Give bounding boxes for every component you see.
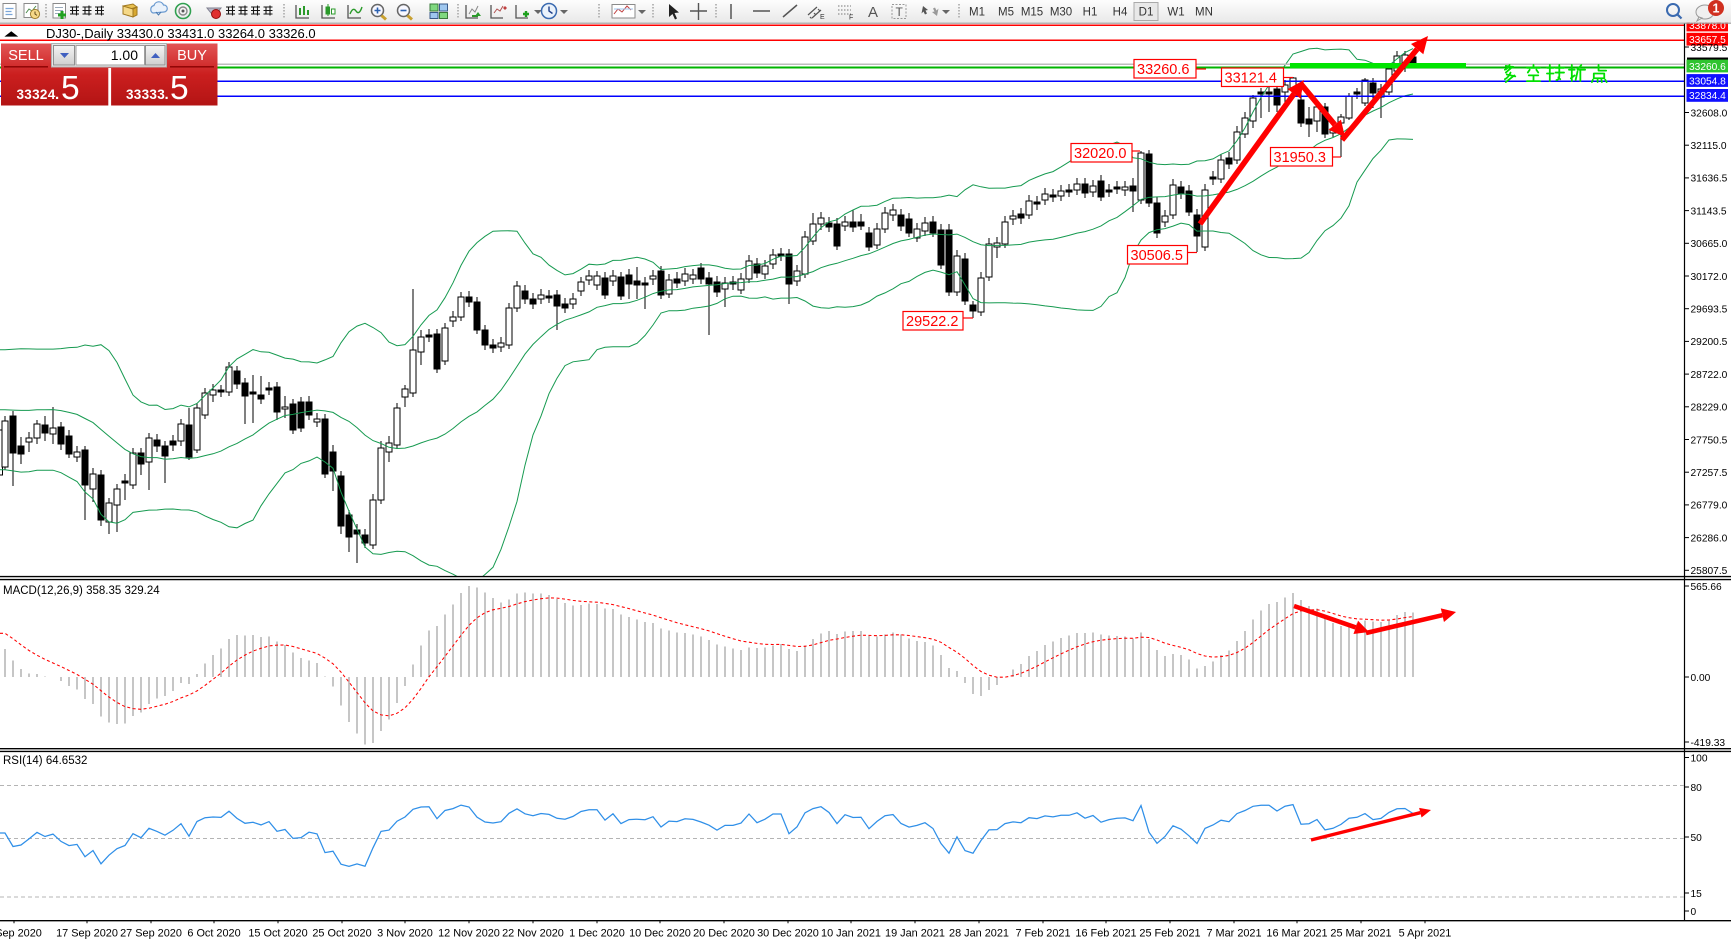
svg-text:32020.0: 32020.0 (1074, 146, 1126, 162)
svg-text:5: 5 (61, 70, 80, 107)
svg-text:A: A (868, 4, 878, 21)
svg-text:10 Dec 2020: 10 Dec 2020 (629, 928, 691, 940)
svg-text:25 Mar 2021: 25 Mar 2021 (1330, 928, 1391, 940)
svg-text:29693.5: 29693.5 (1691, 305, 1728, 316)
svg-text:1.00: 1.00 (111, 47, 138, 63)
svg-text:15 Oct 2020: 15 Oct 2020 (248, 928, 307, 940)
svg-text:29522.2: 29522.2 (906, 314, 958, 330)
svg-text:32115.0: 32115.0 (1691, 141, 1727, 152)
svg-text:30172.0: 30172.0 (1691, 272, 1728, 283)
svg-text:T: T (896, 5, 904, 19)
svg-text:31143.5: 31143.5 (1691, 206, 1727, 217)
svg-text:-419.33: -419.33 (1691, 738, 1726, 749)
svg-text:7 Mar 2021: 7 Mar 2021 (1206, 928, 1261, 940)
svg-text:8 Sep 2020: 8 Sep 2020 (0, 928, 42, 940)
svg-text:50: 50 (1691, 833, 1703, 844)
svg-text:33054.8: 33054.8 (1689, 76, 1726, 87)
svg-text:1 Dec 2020: 1 Dec 2020 (569, 928, 625, 940)
svg-text:30 Dec 2020: 30 Dec 2020 (757, 928, 819, 940)
svg-text:MN: MN (1195, 7, 1213, 19)
svg-text:3 Nov 2020: 3 Nov 2020 (377, 928, 433, 940)
svg-text:F: F (849, 15, 853, 22)
svg-text:33579.5: 33579.5 (1691, 43, 1728, 54)
svg-text:16 Mar 2021: 16 Mar 2021 (1266, 928, 1327, 940)
svg-text:30506.5: 30506.5 (1131, 248, 1183, 264)
svg-text:22 Nov 2020: 22 Nov 2020 (502, 928, 564, 940)
svg-text:33121.4: 33121.4 (1225, 71, 1277, 87)
svg-text:M30: M30 (1050, 7, 1072, 19)
svg-text:5: 5 (170, 70, 189, 107)
svg-text:M15: M15 (1021, 7, 1043, 19)
svg-text:M1: M1 (969, 7, 985, 19)
svg-text:25 Feb 2021: 25 Feb 2021 (1139, 928, 1200, 940)
svg-text:565.66: 565.66 (1691, 582, 1722, 593)
svg-text:SELL: SELL (8, 48, 43, 64)
svg-text:33878.0: 33878.0 (1689, 21, 1726, 32)
svg-text:10 Jan 2021: 10 Jan 2021 (821, 928, 881, 940)
svg-text:1: 1 (1713, 2, 1720, 16)
svg-text:27750.5: 27750.5 (1691, 435, 1728, 446)
svg-text:19 Jan 2021: 19 Jan 2021 (885, 928, 945, 940)
svg-text:25807.5: 25807.5 (1691, 566, 1728, 577)
svg-text:MACD(12,26,9) 358.35 329.24: MACD(12,26,9) 358.35 329.24 (3, 585, 160, 597)
svg-text:E: E (820, 14, 825, 21)
svg-text:33260.6: 33260.6 (1689, 62, 1726, 73)
svg-text:16 Feb 2021: 16 Feb 2021 (1075, 928, 1136, 940)
svg-text:7 Feb 2021: 7 Feb 2021 (1015, 928, 1070, 940)
svg-text:12 Nov 2020: 12 Nov 2020 (438, 928, 500, 940)
svg-text:H4: H4 (1113, 7, 1128, 19)
svg-text:0.00: 0.00 (1691, 673, 1711, 684)
svg-text:32608.0: 32608.0 (1691, 108, 1728, 119)
svg-text:28722.0: 28722.0 (1691, 370, 1728, 381)
svg-text:28229.0: 28229.0 (1691, 403, 1728, 414)
svg-text:27 Sep 2020: 27 Sep 2020 (120, 928, 182, 940)
svg-text:27257.5: 27257.5 (1691, 468, 1728, 479)
svg-text:33333: 33333 (126, 87, 165, 102)
svg-text:33260.6: 33260.6 (1137, 62, 1189, 78)
svg-text:6 Oct 2020: 6 Oct 2020 (187, 928, 240, 940)
svg-text:26779.0: 26779.0 (1691, 501, 1728, 512)
svg-text:32834.4: 32834.4 (1689, 91, 1726, 102)
svg-text:80: 80 (1691, 783, 1703, 794)
svg-text:28 Jan 2021: 28 Jan 2021 (949, 928, 1009, 940)
svg-text:D1: D1 (1139, 7, 1154, 19)
svg-text:5 Apr 2021: 5 Apr 2021 (1399, 928, 1452, 940)
svg-text:H1: H1 (1083, 7, 1098, 19)
svg-text:33657.5: 33657.5 (1689, 35, 1726, 46)
svg-text:31636.5: 31636.5 (1691, 174, 1728, 185)
svg-text:30665.0: 30665.0 (1691, 239, 1728, 250)
svg-text:.: . (55, 86, 59, 103)
svg-text:26286.0: 26286.0 (1691, 533, 1728, 544)
svg-text:31950.3: 31950.3 (1274, 150, 1326, 166)
svg-text:BUY: BUY (177, 48, 207, 64)
svg-text:100: 100 (1691, 753, 1708, 764)
svg-text:M5: M5 (998, 7, 1014, 19)
svg-text:17 Sep 2020: 17 Sep 2020 (56, 928, 118, 940)
svg-text:RSI(14) 64.6532: RSI(14) 64.6532 (3, 755, 87, 767)
svg-text:0: 0 (1691, 907, 1697, 918)
svg-text:DJ30-,Daily 33430.0 33431.0 3: DJ30-,Daily 33430.0 33431.0 33264.0 3332… (46, 26, 316, 41)
svg-text:25 Oct 2020: 25 Oct 2020 (312, 928, 371, 940)
svg-text:W1: W1 (1167, 7, 1184, 19)
svg-text:20 Dec 2020: 20 Dec 2020 (693, 928, 755, 940)
svg-text:29200.5: 29200.5 (1691, 337, 1728, 348)
svg-text:15: 15 (1691, 889, 1703, 900)
svg-text:.: . (165, 86, 169, 103)
svg-text:33324: 33324 (17, 87, 56, 102)
